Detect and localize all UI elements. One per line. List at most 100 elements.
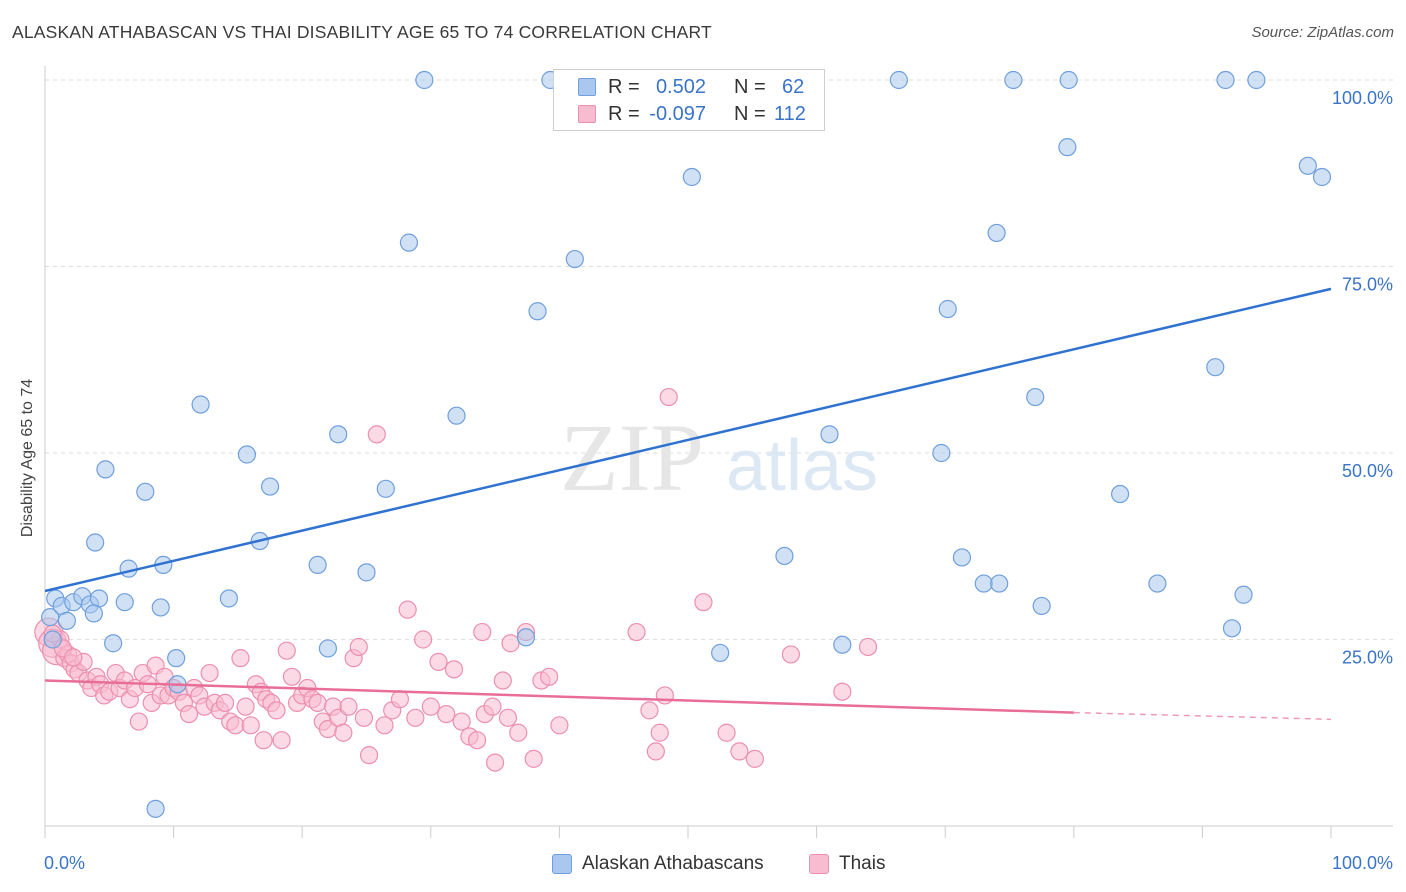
thai-point <box>524 749 543 768</box>
trend-line-thais-extension <box>1073 711 1332 721</box>
thai-point <box>452 712 471 731</box>
legend-n-value: 112 <box>774 102 806 125</box>
alaskan-point <box>308 555 327 575</box>
alaskan-point <box>399 233 419 252</box>
watermark-atlas: atlas <box>726 426 878 506</box>
alaskan-point <box>86 533 105 552</box>
thai-point <box>493 671 512 690</box>
alaskan-point <box>167 649 186 668</box>
alaskan-point <box>104 634 123 653</box>
thai-point <box>179 704 199 724</box>
alaskan-point <box>682 167 701 187</box>
alaskan-point <box>146 799 165 818</box>
gridlines <box>45 79 1393 640</box>
alaskan-point <box>96 460 115 479</box>
thai-point <box>277 641 296 660</box>
thai-point <box>236 697 255 716</box>
legend-row-thais: R = -0.097 N = 112 <box>554 101 806 127</box>
legend-r-value: -0.097 <box>649 102 706 125</box>
y-tick-label-25: 25.0% <box>1342 648 1393 668</box>
bottom-legend-swatch-pink <box>809 854 829 874</box>
thai-point <box>398 600 417 619</box>
thai-point <box>413 630 433 649</box>
thai-point <box>64 648 83 667</box>
alaskan-point <box>1247 70 1266 90</box>
alaskan-point <box>357 563 376 582</box>
thai-point <box>858 637 878 657</box>
legend-swatch-pink <box>578 105 596 123</box>
thai-point <box>215 693 235 713</box>
thai-point <box>339 697 358 716</box>
thai-point <box>833 682 852 701</box>
thai-point <box>359 746 379 765</box>
legend-n-value: 62 <box>782 75 805 98</box>
thai-point <box>730 742 749 761</box>
alaskan-point <box>1032 596 1051 616</box>
alaskan-point <box>565 249 584 269</box>
thai-point <box>129 712 148 731</box>
alaskan-point <box>1298 156 1317 175</box>
thai-point <box>437 704 456 724</box>
bottom-legend-label-thais: Thais <box>839 853 886 874</box>
alaskan-point <box>1312 167 1332 187</box>
thai-point <box>717 723 736 742</box>
thai-point <box>390 690 410 709</box>
legend-r-label: R = <box>608 102 640 125</box>
thai-point <box>540 667 559 686</box>
thai-point <box>254 731 273 750</box>
thai-point <box>655 686 674 705</box>
thai-point <box>509 723 528 742</box>
source-label: Source: ZipAtlas.com <box>1251 24 1394 41</box>
legend-row-alaskan: R = 0.502 N = 62 <box>554 74 804 100</box>
thai-point <box>627 622 646 642</box>
legend-n-label: N = <box>734 75 766 98</box>
thai-point <box>200 663 219 683</box>
thai-point <box>308 693 327 713</box>
alaskan-point <box>711 643 730 663</box>
y-tick-label-100: 100.0% <box>1332 88 1393 108</box>
alaskan-point <box>938 299 957 319</box>
thai-point <box>640 701 659 720</box>
alaskan-point <box>237 445 257 464</box>
thai-point <box>550 716 569 735</box>
alaskan-point <box>136 482 155 501</box>
thai-point <box>467 731 487 750</box>
alaskan-point <box>1110 484 1130 504</box>
thai-point <box>429 652 448 671</box>
alaskan-point <box>415 70 434 90</box>
alaskan-point <box>219 589 238 608</box>
legend-swatch-blue <box>578 78 596 96</box>
bottom-legend-alaskan: Alaskan Athabascans <box>552 852 764 876</box>
thai-point <box>650 723 669 742</box>
alaskan-point <box>1206 358 1225 377</box>
chart-title: ALASKAN ATHABASCAN VS THAI DISABILITY AG… <box>12 22 712 42</box>
alaskan-point <box>1216 70 1235 90</box>
legend-r-value: 0.502 <box>655 75 706 98</box>
thai-point <box>421 697 440 716</box>
thai-point <box>483 697 502 716</box>
trend-line-thais <box>44 679 1074 714</box>
x-tick-label-max: 100.0% <box>1332 853 1393 873</box>
alaskan-point <box>1059 70 1078 90</box>
watermark-zip: ZIP <box>560 404 704 511</box>
thai-point <box>406 708 425 727</box>
alaskan-point <box>115 593 134 612</box>
alaskan-point <box>84 604 103 623</box>
alaskan-point <box>833 635 852 654</box>
y-tick-label-50: 50.0% <box>1342 461 1393 481</box>
y-axis-label: Disability Age 65 to 74 <box>19 378 36 538</box>
thai-point <box>282 667 302 686</box>
alaskan-point <box>528 302 547 321</box>
watermark: ZIP atlas <box>560 404 878 511</box>
thai-point <box>241 716 260 735</box>
alaskan-point <box>974 574 993 593</box>
series-thais-points <box>34 387 878 772</box>
alaskan-point <box>1148 574 1167 593</box>
thai-point <box>349 637 368 657</box>
alaskan-point <box>329 425 348 444</box>
alaskan-point <box>1026 387 1045 407</box>
thai-point <box>367 425 386 444</box>
alaskan-point <box>952 548 972 567</box>
legend-n-label: N = <box>734 102 766 125</box>
alaskan-point <box>516 628 536 647</box>
